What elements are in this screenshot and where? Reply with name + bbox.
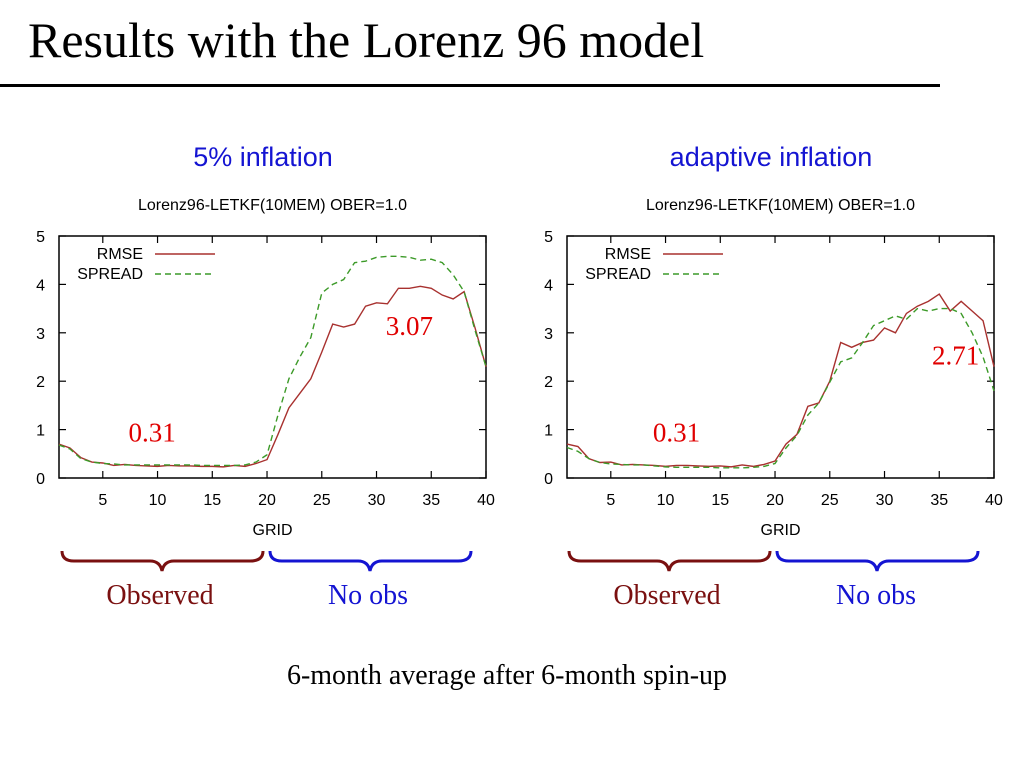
left-panel-heading: 5% inflation <box>193 142 333 172</box>
y-tick-label: 3 <box>544 326 553 343</box>
y-tick-label: 2 <box>544 374 553 391</box>
no-obs-label-left: No obs <box>327 580 409 611</box>
value-annotation: 0.31 <box>653 418 700 448</box>
x-tick-label: 40 <box>477 492 495 509</box>
x-tick-label: 25 <box>313 492 331 509</box>
x-tick-label: 30 <box>368 492 386 509</box>
x-tick-label: 5 <box>606 492 615 509</box>
footnote: 6-month average after 6-month spin-up <box>286 660 728 691</box>
x-tick-label: 20 <box>766 492 784 509</box>
series-line-spread <box>58 255 487 467</box>
y-tick-label: 3 <box>36 326 45 343</box>
y-tick-label: 0 <box>544 471 553 488</box>
no-obs-brace-left <box>268 550 473 572</box>
series-line-rmse <box>58 285 487 468</box>
x-tick-label: 20 <box>258 492 276 509</box>
value-annotation: 3.07 <box>386 311 433 341</box>
no-obs-label-right: No obs <box>835 580 917 611</box>
y-tick-label: 1 <box>544 423 553 440</box>
plot-frame <box>58 235 487 479</box>
slide-title: Results with the Lorenz 96 model <box>28 12 705 68</box>
x-axis-label: GRID <box>761 522 801 539</box>
value-annotation: 0.31 <box>128 418 175 448</box>
x-tick-label: 10 <box>657 492 675 509</box>
x-tick-label: 35 <box>930 492 948 509</box>
series-line-rmse <box>566 293 995 468</box>
no-obs-brace-right <box>775 550 980 572</box>
legend-label-spread: SPREAD <box>77 266 143 283</box>
x-tick-label: 15 <box>711 492 729 509</box>
y-tick-label: 4 <box>544 277 553 294</box>
y-tick-label: 2 <box>36 374 45 391</box>
legend-label-rmse: RMSE <box>97 246 143 263</box>
x-tick-label: 30 <box>876 492 894 509</box>
value-annotation: 2.71 <box>932 340 979 370</box>
right-panel-heading: adaptive inflation <box>669 142 873 172</box>
legend-label-rmse: RMSE <box>605 246 651 263</box>
observed-label-right: Observed <box>613 580 721 611</box>
observed-label-left: Observed <box>106 580 214 611</box>
x-tick-label: 15 <box>203 492 221 509</box>
series-line-spread <box>566 307 995 469</box>
y-tick-label: 4 <box>36 277 45 294</box>
observed-brace-right <box>567 550 772 572</box>
y-tick-label: 0 <box>36 471 45 488</box>
x-tick-label: 10 <box>149 492 167 509</box>
chart-subtitle: Lorenz96-LETKF(10MEM) OBER=1.0 <box>138 197 407 214</box>
chart-subtitle: Lorenz96-LETKF(10MEM) OBER=1.0 <box>646 197 915 214</box>
legend-label-spread: SPREAD <box>585 266 651 283</box>
y-tick-label: 1 <box>36 423 45 440</box>
x-tick-label: 5 <box>98 492 107 509</box>
observed-brace-left <box>60 550 265 572</box>
plot-frame <box>566 235 995 479</box>
x-tick-label: 35 <box>422 492 440 509</box>
x-tick-label: 25 <box>821 492 839 509</box>
left-chart: Lorenz96-LETKF(10MEM) OBER=1.0 0 1 2 3 4 5 5 10 1… <box>36 197 495 539</box>
y-tick-label: 5 <box>544 229 553 246</box>
title-divider <box>0 84 940 87</box>
right-chart: Lorenz96-LETKF(10MEM) OBER=1.0 0 1 2 3 4 5 5 10 1… <box>544 197 1003 539</box>
x-tick-label: 40 <box>985 492 1003 509</box>
y-tick-label: 5 <box>36 229 45 246</box>
x-axis-label: GRID <box>253 522 293 539</box>
